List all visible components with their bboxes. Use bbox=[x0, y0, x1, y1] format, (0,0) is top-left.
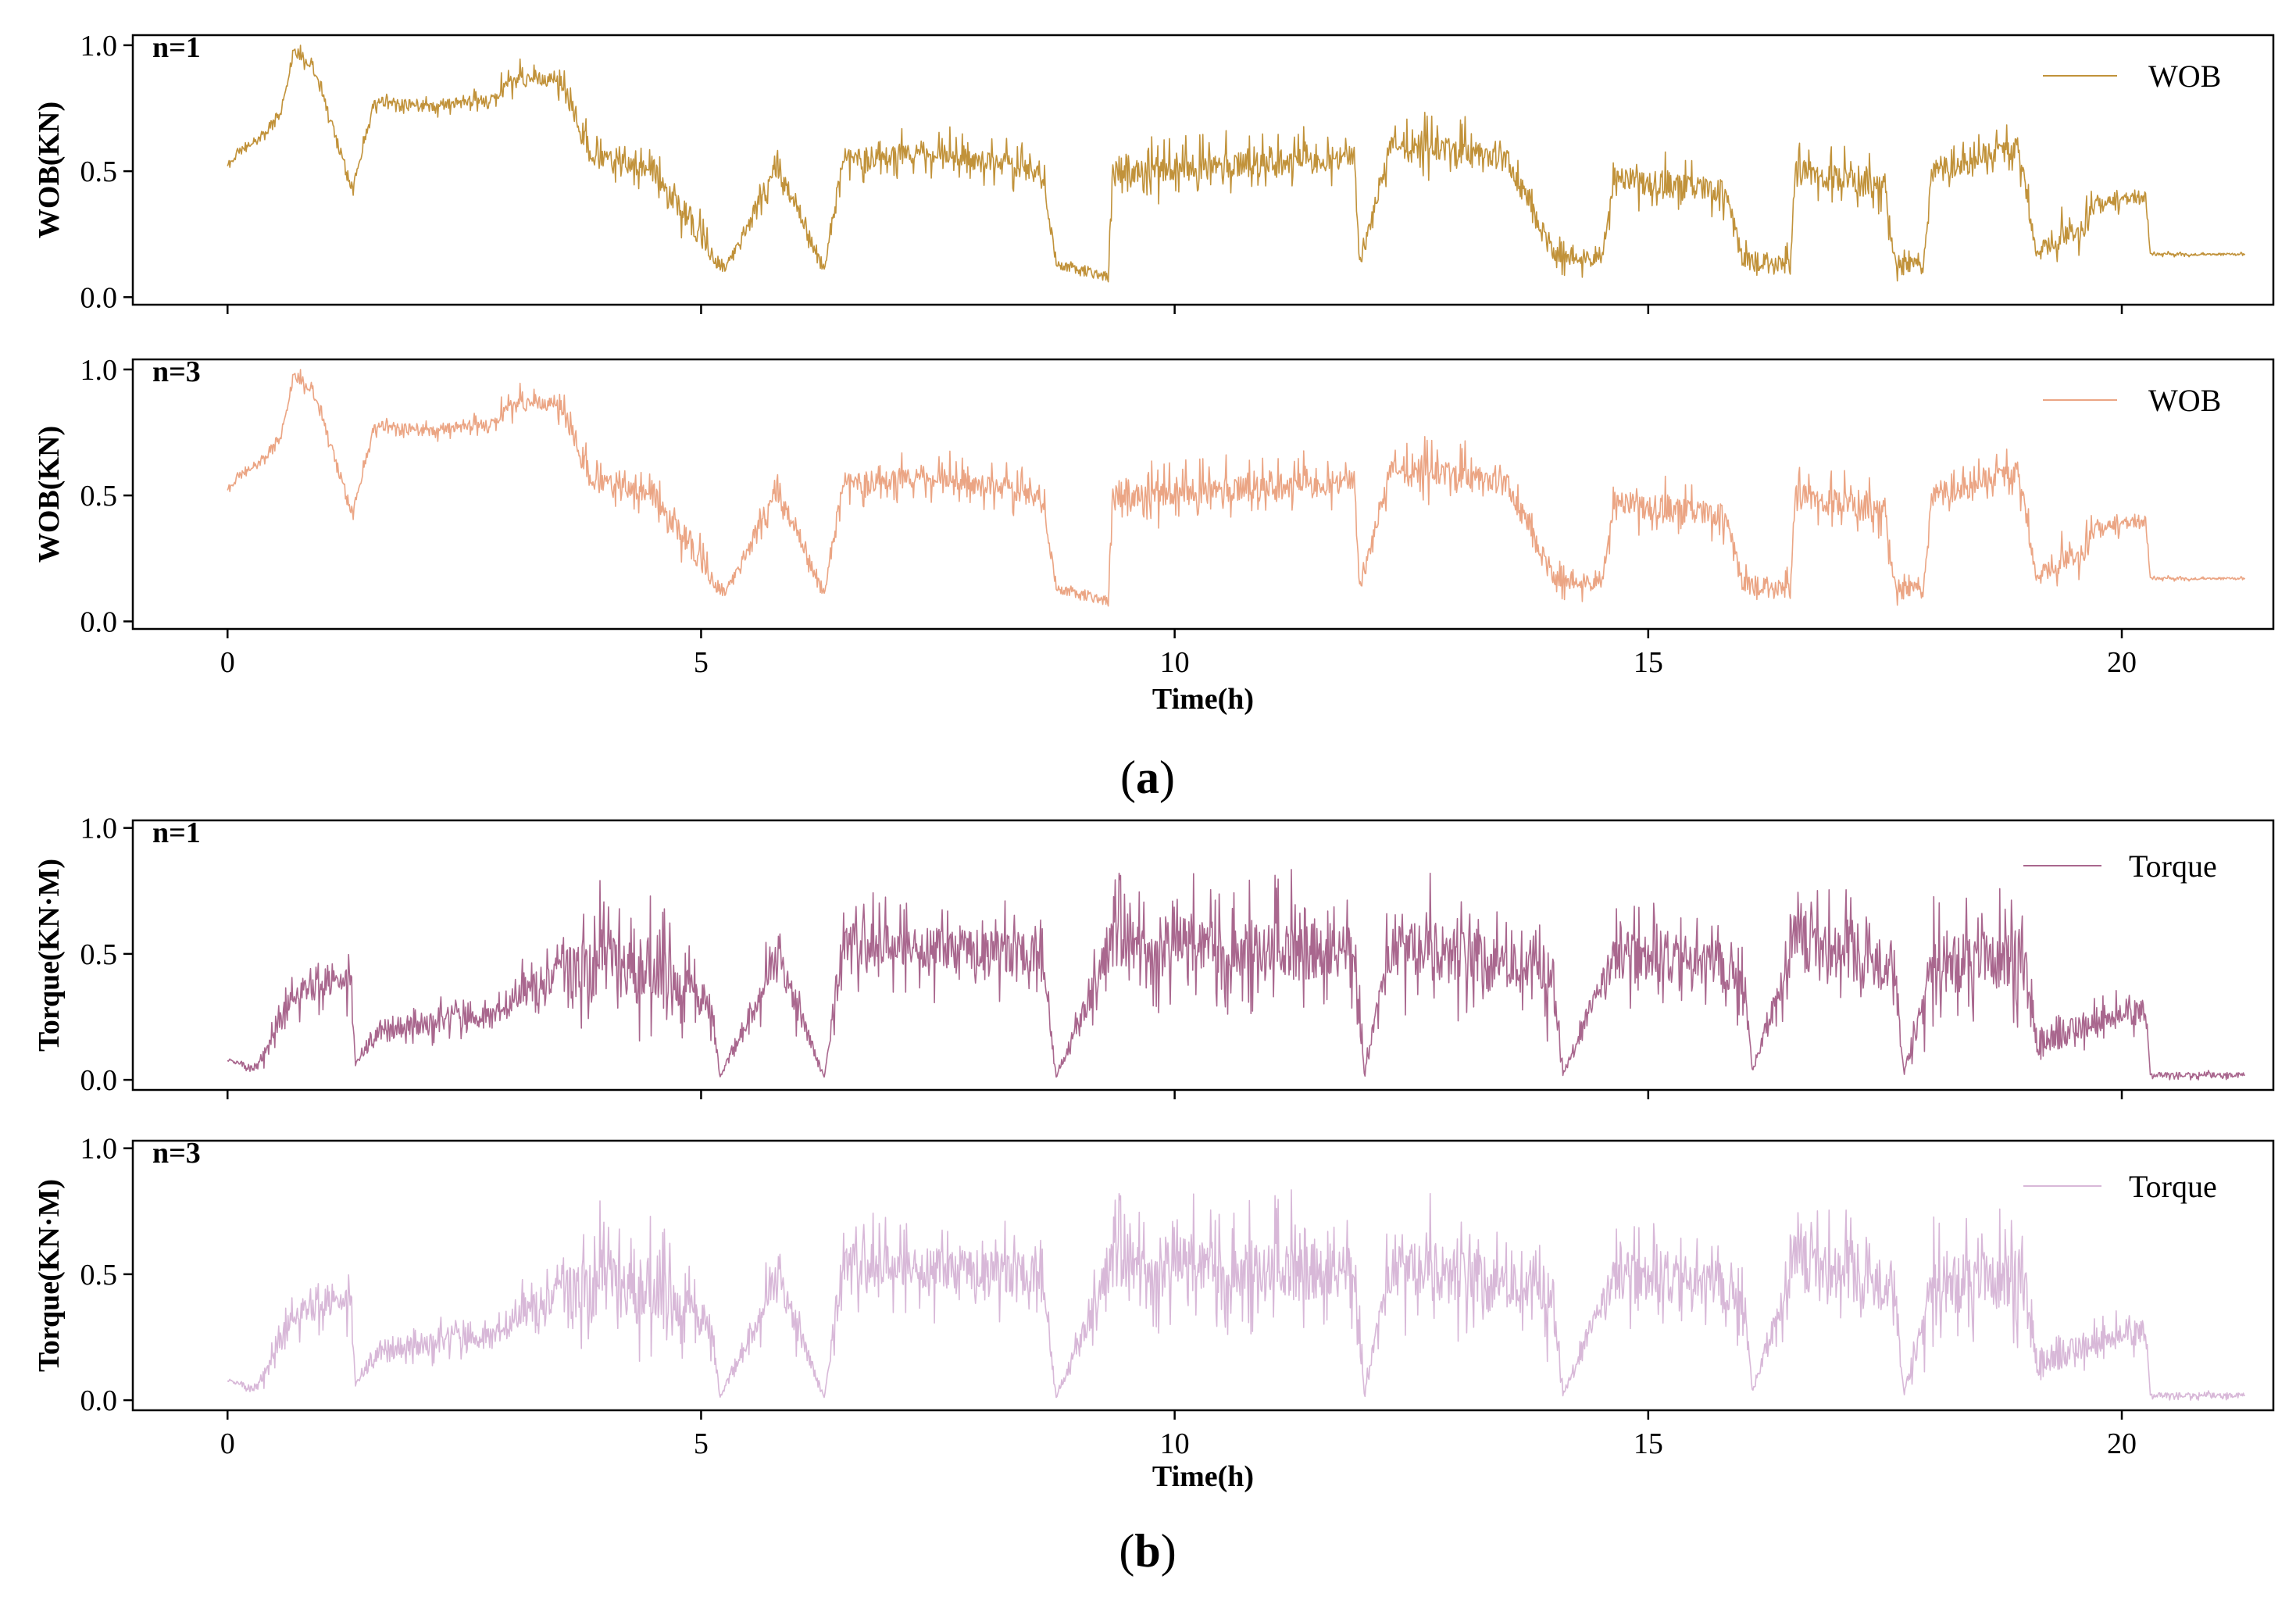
y-tick-label: 0.0 bbox=[80, 281, 118, 314]
panel-tag: n=3 bbox=[152, 355, 201, 388]
y-tick-label: 0.5 bbox=[80, 938, 118, 971]
series-line-torque-n3 bbox=[227, 1189, 2246, 1401]
plot-frame bbox=[131, 819, 2275, 1091]
y-axis-label: Torque(KN·M) bbox=[33, 859, 66, 1052]
y-tick-label: 1.0 bbox=[80, 1133, 118, 1166]
y-tick-label: 0.5 bbox=[80, 155, 118, 188]
panel-tag: n=3 bbox=[152, 1137, 201, 1170]
x-tick-label: 20 bbox=[2107, 646, 2137, 679]
y-tick-label: 0.5 bbox=[80, 480, 118, 513]
y-ticks: 0.0 0.5 1.0 bbox=[80, 30, 133, 314]
plot-frame bbox=[131, 358, 2275, 631]
panel-tag: n=1 bbox=[152, 31, 201, 64]
x-axis-label: Time(h) bbox=[1152, 683, 1254, 716]
series-line-torque-n1 bbox=[227, 869, 2246, 1081]
x-tick-label: 0 bbox=[220, 646, 235, 679]
y-tick-label: 0.0 bbox=[80, 1064, 118, 1097]
torque-n3-panel: 0.0 0.5 1.0 0 5 10 15 20 n=3 Torque Torque(KN·… bbox=[33, 1133, 2275, 1493]
y-tick-label: 0.5 bbox=[80, 1259, 118, 1292]
series-group bbox=[227, 1189, 2246, 1401]
legend-label: Torque bbox=[2129, 1169, 2217, 1204]
caption-a: (a) bbox=[1120, 752, 1175, 803]
x-tick-label: 5 bbox=[694, 1427, 709, 1460]
x-ticks: 0 5 10 15 20 bbox=[220, 1410, 2137, 1460]
legend-label: WOB bbox=[2148, 59, 2221, 94]
plot-frame bbox=[131, 34, 2275, 306]
x-tick-label: 10 bbox=[1160, 646, 1190, 679]
x-ticks bbox=[226, 1090, 2123, 1099]
legend-label: WOB bbox=[2148, 383, 2221, 418]
series-line-wob-n3 bbox=[227, 369, 2246, 607]
wob-n3-panel: 0.0 0.5 1.0 0 5 10 15 20 n=3 WOB WOB(KN) Time(… bbox=[33, 354, 2275, 716]
plot-frame bbox=[131, 1139, 2275, 1412]
panel-tag: n=1 bbox=[152, 816, 201, 849]
y-tick-label: 0.0 bbox=[80, 606, 118, 638]
x-axis-label: Time(h) bbox=[1152, 1460, 1254, 1493]
wob-n1-panel: 0.0 0.5 1.0 n=1 WOB WOB(KN) bbox=[33, 30, 2275, 314]
series-group bbox=[227, 369, 2246, 607]
x-ticks bbox=[226, 305, 2123, 314]
x-tick-label: 20 bbox=[2107, 1427, 2137, 1460]
y-tick-label: 1.0 bbox=[80, 30, 118, 63]
series-group bbox=[227, 45, 2246, 283]
x-tick-label: 5 bbox=[694, 646, 709, 679]
y-axis-label: WOB(KN) bbox=[33, 426, 66, 563]
x-tick-label: 0 bbox=[220, 1427, 235, 1460]
y-ticks: 0.0 0.5 1.0 bbox=[80, 354, 133, 638]
y-tick-label: 1.0 bbox=[80, 813, 118, 845]
y-ticks: 0.0 0.5 1.0 bbox=[80, 1133, 133, 1417]
series-group bbox=[227, 869, 2246, 1081]
x-tick-label: 15 bbox=[1634, 646, 1663, 679]
y-ticks: 0.0 0.5 1.0 bbox=[80, 813, 133, 1097]
y-axis-label: WOB(KN) bbox=[33, 102, 66, 238]
x-ticks: 0 5 10 15 20 bbox=[220, 629, 2137, 679]
x-tick-label: 15 bbox=[1634, 1427, 1663, 1460]
caption-b: (b) bbox=[1119, 1525, 1176, 1577]
legend-label: Torque bbox=[2129, 849, 2217, 884]
y-tick-label: 1.0 bbox=[80, 354, 118, 387]
torque-n1-panel: 0.0 0.5 1.0 n=1 Torque Torque(KN·M) bbox=[33, 813, 2275, 1099]
y-axis-label: Torque(KN·M) bbox=[33, 1179, 66, 1372]
x-tick-label: 10 bbox=[1160, 1427, 1190, 1460]
y-tick-label: 0.0 bbox=[80, 1384, 118, 1417]
series-line-wob-n1 bbox=[227, 45, 2246, 283]
